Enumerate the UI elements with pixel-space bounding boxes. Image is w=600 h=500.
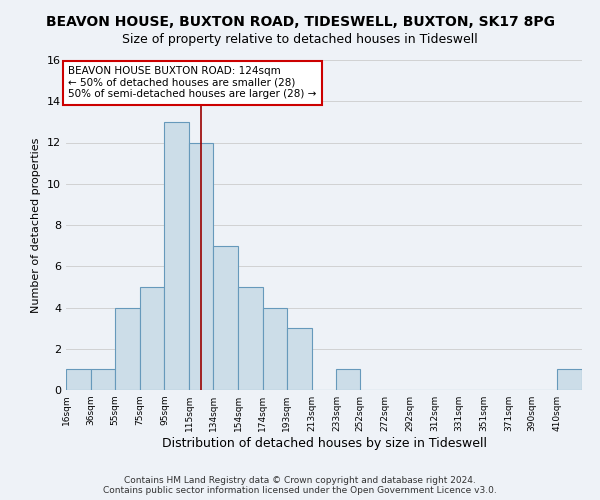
Text: Size of property relative to detached houses in Tideswell: Size of property relative to detached ho… (122, 32, 478, 46)
Bar (91, 370, 115, 390)
X-axis label: Distribution of detached houses by size in Tideswell: Distribution of detached houses by size … (161, 437, 487, 450)
Bar (557, 370, 582, 390)
Text: Contains HM Land Registry data © Crown copyright and database right 2024.
Contai: Contains HM Land Registry data © Crown c… (103, 476, 497, 495)
Bar (115, 308, 140, 390)
Bar (164, 122, 190, 390)
Bar (190, 142, 213, 390)
Text: BEAVON HOUSE BUXTON ROAD: 124sqm
← 50% of detached houses are smaller (28)
50% o: BEAVON HOUSE BUXTON ROAD: 124sqm ← 50% o… (68, 66, 317, 100)
Text: BEAVON HOUSE, BUXTON ROAD, TIDESWELL, BUXTON, SK17 8PG: BEAVON HOUSE, BUXTON ROAD, TIDESWELL, BU… (46, 15, 554, 29)
Bar (287, 328, 311, 390)
Bar (213, 246, 238, 390)
Bar (140, 287, 164, 390)
Bar (66, 370, 91, 390)
Bar (263, 308, 287, 390)
Bar (238, 287, 263, 390)
Y-axis label: Number of detached properties: Number of detached properties (31, 138, 41, 312)
Bar (337, 370, 360, 390)
